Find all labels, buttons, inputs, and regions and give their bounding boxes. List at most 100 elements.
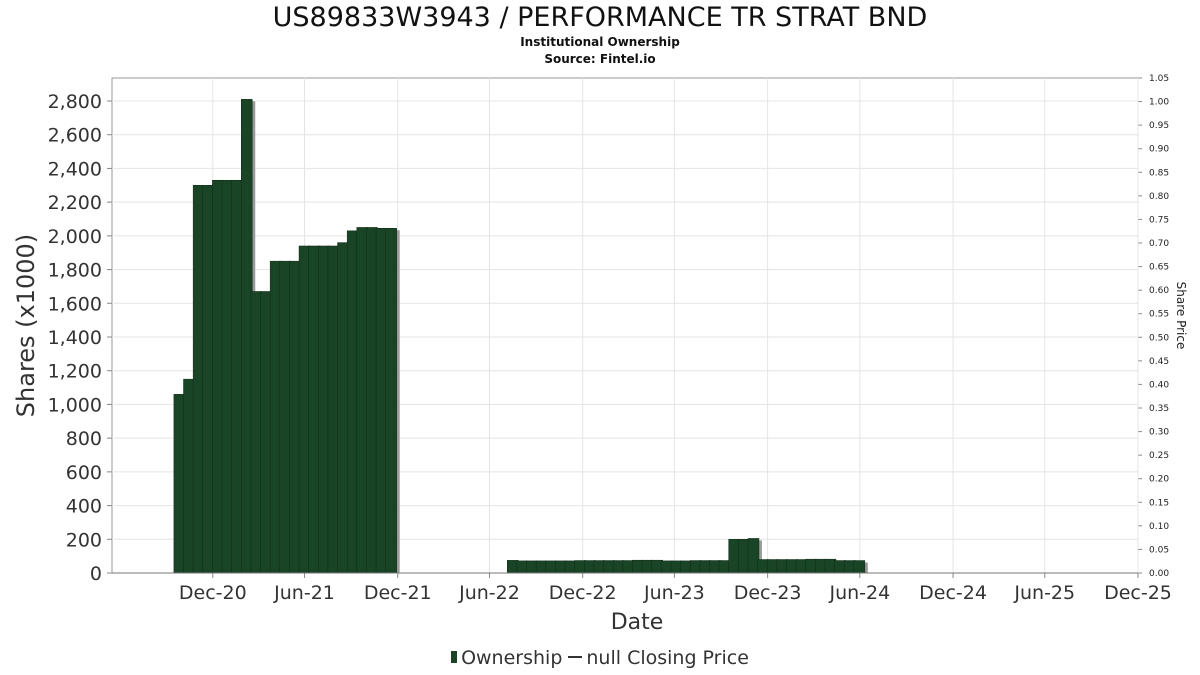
- x-tick-label: Jun-23: [643, 582, 705, 604]
- y2-tick-label: 0.80: [1149, 192, 1169, 202]
- ownership-bar[interactable]: [269, 260, 282, 574]
- x-tick-label: Jun-25: [1013, 582, 1075, 604]
- x-axis-label: Date: [611, 610, 664, 635]
- ownership-bar[interactable]: [786, 559, 798, 574]
- ownership-bar[interactable]: [603, 560, 615, 574]
- ownership-bar[interactable]: [766, 559, 779, 574]
- ownership-bar[interactable]: [526, 560, 538, 574]
- y-axis-label: Shares (x1000): [12, 234, 40, 417]
- x-tick-label: Dec-24: [919, 582, 987, 604]
- ownership-bar[interactable]: [385, 228, 397, 574]
- ownership-bar[interactable]: [853, 560, 866, 574]
- ownership-bar[interactable]: [680, 560, 692, 574]
- ownership-bar[interactable]: [728, 539, 740, 574]
- y2-tick-label: 0.65: [1149, 263, 1169, 273]
- ownership-bar[interactable]: [221, 179, 234, 574]
- x-tick-label: Jun-24: [828, 582, 890, 604]
- y-tick-label: 600: [66, 462, 102, 484]
- y2-tick-label: 1.05: [1149, 74, 1169, 84]
- ownership-bar[interactable]: [738, 539, 750, 574]
- ownership-bar[interactable]: [183, 378, 195, 574]
- ownership-bar[interactable]: [279, 260, 292, 574]
- ownership-bar[interactable]: [192, 185, 205, 574]
- ownership-bar[interactable]: [641, 559, 654, 574]
- ownership-bar[interactable]: [661, 560, 673, 574]
- ownership-bar[interactable]: [622, 560, 635, 574]
- ownership-bar[interactable]: [612, 560, 625, 574]
- ownership-bar[interactable]: [757, 559, 769, 574]
- y-tick-label: 2,200: [48, 192, 102, 214]
- ownership-bar[interactable]: [366, 227, 378, 574]
- y2-tick-label: 0.25: [1149, 451, 1169, 461]
- y-tick-label: 1,200: [48, 361, 102, 383]
- ownership-bar[interactable]: [834, 560, 846, 574]
- ownership-bar[interactable]: [173, 394, 186, 574]
- ownership-bar[interactable]: [843, 560, 856, 574]
- y-tick-label: 2,400: [48, 158, 102, 180]
- ownership-bar[interactable]: [699, 560, 712, 574]
- ownership-bar[interactable]: [584, 560, 596, 574]
- legend-price-label: null Closing Price: [586, 647, 749, 669]
- ownership-bar[interactable]: [318, 245, 330, 574]
- y-tick-label: 2,800: [48, 91, 102, 113]
- ownership-bar[interactable]: [298, 245, 311, 574]
- y2-tick-label: 0.10: [1149, 522, 1169, 532]
- ownership-bar[interactable]: [231, 179, 243, 574]
- chart-source: Source: Fintel.io: [544, 52, 656, 66]
- y2-tick-label: 0.70: [1149, 239, 1169, 249]
- ownership-bar[interactable]: [346, 230, 359, 574]
- chart-title: US89833W3943 / PERFORMANCE TR STRAT BND: [272, 2, 928, 33]
- x-tick-label: Dec-21: [364, 582, 432, 604]
- ownership-bar[interactable]: [545, 560, 558, 574]
- y-tick-label: 2,600: [48, 125, 102, 147]
- ownership-bar[interactable]: [670, 560, 683, 574]
- ownership-bar[interactable]: [289, 260, 301, 574]
- ownership-bar[interactable]: [709, 560, 721, 574]
- y-tick-label: 800: [66, 428, 102, 450]
- chart-subtitle: Institutional Ownership: [520, 35, 680, 49]
- ownership-bar[interactable]: [718, 560, 731, 574]
- ownership-bar[interactable]: [651, 559, 663, 574]
- x-tick-label: Dec-20: [179, 582, 247, 604]
- y2-tick-label: 0.40: [1149, 380, 1169, 390]
- ownership-bar[interactable]: [555, 560, 567, 574]
- ownership-bar[interactable]: [308, 245, 320, 574]
- y2-tick-label: 0.90: [1149, 145, 1169, 155]
- y2-axis-label: Share Price: [1174, 282, 1188, 350]
- legend: Ownership null Closing Price: [0, 647, 1200, 669]
- ownership-bar[interactable]: [593, 560, 606, 574]
- ownership-bar[interactable]: [776, 559, 789, 574]
- ownership-bar[interactable]: [815, 558, 827, 574]
- ownership-bar[interactable]: [375, 228, 388, 574]
- ownership-bar[interactable]: [507, 560, 519, 574]
- ownership-bar[interactable]: [632, 559, 644, 574]
- y2-tick-label: 0.35: [1149, 404, 1169, 414]
- y-tick-label: 1,000: [48, 394, 102, 416]
- y2-tick-label: 0.75: [1149, 215, 1169, 225]
- ownership-bar[interactable]: [250, 291, 263, 574]
- y2-tick-label: 0.45: [1149, 357, 1169, 367]
- x-tick-label: Dec-23: [734, 582, 802, 604]
- x-tick-label: Dec-22: [549, 582, 617, 604]
- y2-tick-label: 0.30: [1149, 428, 1169, 438]
- ownership-bar[interactable]: [805, 558, 817, 574]
- ownership-bar[interactable]: [212, 179, 224, 574]
- y-tick-label: 200: [66, 529, 102, 551]
- ownership-bar[interactable]: [260, 291, 272, 574]
- ownership-bar[interactable]: [689, 560, 702, 574]
- ownership-bar[interactable]: [337, 242, 349, 574]
- x-tick-label: Jun-22: [458, 582, 520, 604]
- y2-tick-label: 0.20: [1149, 475, 1169, 485]
- ownership-bar[interactable]: [574, 560, 586, 574]
- ownership-bar[interactable]: [202, 185, 215, 574]
- ownership-bar[interactable]: [564, 560, 577, 574]
- ownership-bar[interactable]: [516, 560, 529, 574]
- ownership-bar[interactable]: [795, 559, 808, 574]
- ownership-bar[interactable]: [535, 560, 548, 574]
- ownership-bar[interactable]: [747, 538, 760, 574]
- ownership-bar[interactable]: [241, 99, 253, 574]
- ownership-bar[interactable]: [824, 558, 837, 574]
- ownership-bar[interactable]: [327, 245, 340, 574]
- ownership-bar[interactable]: [356, 227, 369, 574]
